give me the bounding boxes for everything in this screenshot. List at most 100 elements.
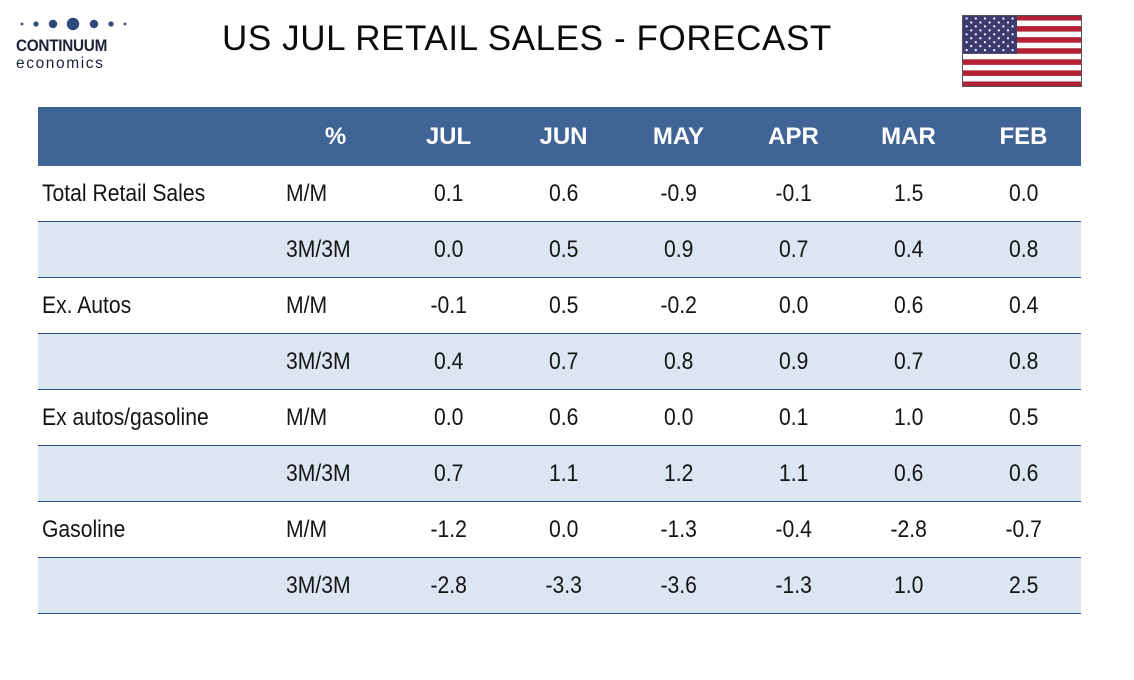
header-mar: MAR — [851, 107, 966, 166]
row-unit: M/M — [280, 389, 391, 446]
value-text: 0.9 — [663, 235, 694, 263]
value-cell-mar: 0.4 — [851, 221, 966, 278]
value-text: -0.7 — [1005, 515, 1042, 543]
table-header-row: % JUL JUN MAY APR MAR FEB — [38, 107, 1081, 166]
row-label — [38, 445, 280, 502]
value-cell-mar: 1.0 — [851, 389, 966, 446]
value-cell-jun: -3.3 — [506, 557, 621, 614]
value-cell-jun: 1.1 — [506, 445, 621, 502]
value-cell-feb: 2.5 — [966, 557, 1081, 614]
row-label-text: Total Retail Sales — [42, 179, 206, 207]
value-text: 0.4 — [433, 347, 464, 375]
value-cell-apr: 0.1 — [736, 389, 851, 446]
value-cell-may: 0.8 — [621, 333, 736, 390]
logo-dots-icon — [20, 17, 127, 31]
value-text: 0.4 — [1008, 291, 1039, 319]
value-text: 0.7 — [778, 235, 809, 263]
value-cell-jul: 0.1 — [391, 166, 506, 222]
header-may: MAY — [621, 107, 736, 166]
value-cell-jul: -0.1 — [391, 277, 506, 334]
row-label: Total Retail Sales — [38, 166, 280, 222]
table-row: Ex autos/gasoline M/M 0.0 0.6 0.0 0.1 1.0 0.5 — [38, 389, 1081, 446]
value-cell-mar: 0.6 — [851, 445, 966, 502]
us-flag-icon — [962, 15, 1082, 87]
value-text: -2.8 — [890, 515, 927, 543]
value-cell-apr: 1.1 — [736, 445, 851, 502]
row-unit-text: 3M/3M — [286, 459, 351, 487]
row-unit: M/M — [280, 166, 391, 222]
value-cell-jun: 0.7 — [506, 333, 621, 390]
row-unit-text: M/M — [286, 179, 328, 207]
value-text: 0.0 — [548, 515, 579, 543]
value-cell-feb: 0.8 — [966, 333, 1081, 390]
row-unit: 3M/3M — [280, 333, 391, 390]
row-label — [38, 333, 280, 390]
value-cell-may: 1.2 — [621, 445, 736, 502]
table-row: 3M/3M 0.4 0.7 0.8 0.9 0.7 0.8 — [38, 333, 1081, 390]
header-jun: JUN — [506, 107, 621, 166]
page-title: US JUL RETAIL SALES - FORECAST — [222, 19, 832, 58]
row-unit-text: M/M — [286, 515, 328, 543]
value-cell-apr: -0.1 — [736, 166, 851, 222]
row-unit: 3M/3M — [280, 445, 391, 502]
value-text: 2.5 — [1008, 571, 1039, 599]
value-text: 0.5 — [1008, 403, 1039, 431]
value-text: -0.4 — [775, 515, 812, 543]
value-text: 0.5 — [548, 235, 579, 263]
value-text: 0.6 — [548, 179, 579, 207]
table-row: 3M/3M 0.0 0.5 0.9 0.7 0.4 0.8 — [38, 221, 1081, 278]
value-text: 1.2 — [663, 459, 694, 487]
value-cell-jul: 0.4 — [391, 333, 506, 390]
value-cell-feb: 0.0 — [966, 166, 1081, 222]
row-unit: M/M — [280, 277, 391, 334]
value-text: 1.1 — [778, 459, 809, 487]
value-cell-apr: -0.4 — [736, 501, 851, 558]
value-text: 0.8 — [663, 347, 694, 375]
value-cell-jul: 0.0 — [391, 221, 506, 278]
value-text: 0.0 — [1008, 179, 1039, 207]
value-text: 0.0 — [663, 403, 694, 431]
row-unit-text: 3M/3M — [286, 571, 351, 599]
value-cell-jun: 0.6 — [506, 389, 621, 446]
table-row: Gasoline M/M -1.2 0.0 -1.3 -0.4 -2.8 -0.7 — [38, 501, 1081, 558]
table-row: 3M/3M -2.8 -3.3 -3.6 -1.3 1.0 2.5 — [38, 557, 1081, 614]
value-cell-apr: -1.3 — [736, 557, 851, 614]
row-unit: 3M/3M — [280, 557, 391, 614]
value-cell-mar: 1.0 — [851, 557, 966, 614]
value-text: 0.7 — [548, 347, 579, 375]
value-text: 0.9 — [778, 347, 809, 375]
table-row: 3M/3M 0.7 1.1 1.2 1.1 0.6 0.6 — [38, 445, 1081, 502]
value-cell-apr: 0.7 — [736, 221, 851, 278]
value-cell-mar: 1.5 — [851, 166, 966, 222]
value-cell-may: 0.0 — [621, 389, 736, 446]
value-cell-may: 0.9 — [621, 221, 736, 278]
table-row: Ex. Autos M/M -0.1 0.5 -0.2 0.0 0.6 0.4 — [38, 277, 1081, 334]
header-jul: JUL — [391, 107, 506, 166]
value-cell-may: -0.2 — [621, 277, 736, 334]
value-text: -1.2 — [430, 515, 467, 543]
row-label: Gasoline — [38, 501, 280, 558]
value-cell-jul: 0.7 — [391, 445, 506, 502]
value-text: 0.6 — [1008, 459, 1039, 487]
row-label: Ex. Autos — [38, 277, 280, 334]
row-label — [38, 557, 280, 614]
value-cell-mar: -2.8 — [851, 501, 966, 558]
value-cell-may: -3.6 — [621, 557, 736, 614]
value-text: 1.1 — [548, 459, 579, 487]
value-cell-feb: 0.5 — [966, 389, 1081, 446]
header-feb: FEB — [966, 107, 1081, 166]
value-text: 0.7 — [433, 459, 464, 487]
value-text: 0.6 — [548, 403, 579, 431]
value-text: -0.1 — [430, 291, 467, 319]
value-text: 0.0 — [778, 291, 809, 319]
value-text: 0.6 — [893, 459, 924, 487]
value-cell-jun: 0.0 — [506, 501, 621, 558]
logo-sub-text: economics — [16, 55, 105, 72]
value-text: 0.7 — [893, 347, 924, 375]
row-label-text: Ex. Autos — [42, 291, 132, 319]
value-cell-feb: 0.4 — [966, 277, 1081, 334]
value-text: 0.8 — [1008, 347, 1039, 375]
value-text: 1.0 — [893, 403, 924, 431]
value-cell-mar: 0.7 — [851, 333, 966, 390]
value-text: 0.5 — [548, 291, 579, 319]
